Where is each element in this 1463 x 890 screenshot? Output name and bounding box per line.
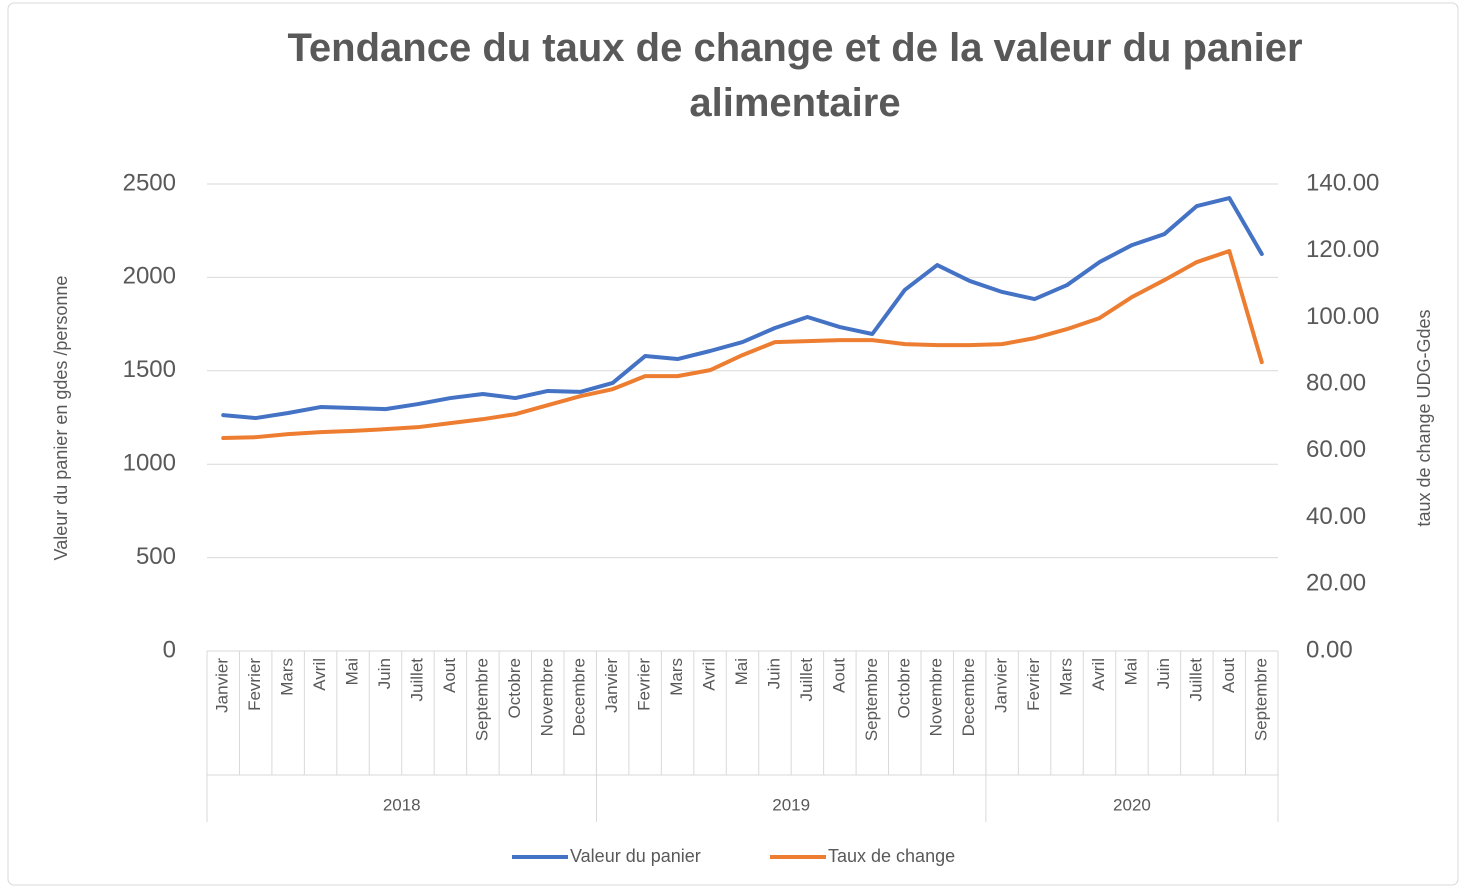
y2-axis-label: taux de change UDG-Gdes	[1414, 309, 1434, 526]
chart-border	[7, 2, 1459, 886]
x-tick-label: Mars	[667, 658, 686, 696]
x-tick-label: Mai	[732, 658, 751, 685]
x-tick-label: Juin	[375, 658, 394, 689]
x-tick-label: Aout	[1219, 658, 1238, 693]
x-tick-label: Avril	[700, 658, 719, 691]
group-label: 2018	[383, 795, 421, 814]
x-tick-label: Mars	[278, 658, 297, 696]
y2-tick-label: 140.00	[1306, 169, 1379, 196]
x-tick-label: Avril	[310, 658, 329, 691]
y2-tick-label: 80.00	[1306, 369, 1366, 396]
x-tick-label: Juin	[764, 658, 783, 689]
x-tick-label: Mai	[343, 658, 362, 685]
x-tick-label: Novembre	[537, 658, 556, 736]
x-tick-label: Juillet	[797, 658, 816, 702]
x-tick-label: Septembre	[472, 658, 491, 741]
y2-tick-label: 120.00	[1306, 236, 1379, 263]
y-tick-label: 0	[163, 636, 176, 663]
x-tick-label: Decembre	[959, 658, 978, 736]
y-tick-label: 1000	[123, 450, 176, 477]
chart-title: Tendance du taux de change et de la vale…	[287, 26, 1302, 125]
x-tick-label: Aout	[829, 658, 848, 693]
x-tick-label: Decembre	[570, 658, 589, 736]
x-tick-label: Janvier	[602, 658, 621, 713]
legend-label: Taux de change	[828, 846, 955, 866]
y2-tick-label: 100.00	[1306, 303, 1379, 330]
series-line	[221, 249, 1264, 441]
x-tick-label: Avril	[1089, 658, 1108, 691]
y-axis-label: Valeur du panier en gdes /personne	[51, 276, 71, 561]
x-tick-label: Septembre	[1251, 658, 1270, 741]
y2-tick-label: 20.00	[1306, 570, 1366, 597]
x-tick-label: Fevrier	[245, 658, 264, 711]
x-tick-label: Janvier	[213, 658, 232, 713]
x-tick-label: Janvier	[992, 658, 1011, 713]
x-tick-label: Novembre	[927, 658, 946, 736]
x-tick-label: Juin	[1154, 658, 1173, 689]
x-tick-label: Juillet	[1186, 658, 1205, 702]
x-tick-label: Mars	[1057, 658, 1076, 696]
y-tick-label: 2500	[123, 169, 176, 196]
y-tick-label: 2000	[123, 263, 176, 290]
x-tick-label: Septembre	[862, 658, 881, 741]
series-line	[221, 196, 1264, 421]
group-label: 2019	[772, 795, 810, 814]
y2-tick-label: 40.00	[1306, 503, 1366, 530]
x-tick-label: Aout	[440, 658, 459, 693]
x-tick-label: Juillet	[407, 658, 426, 702]
x-tick-label: Octobre	[894, 658, 913, 718]
x-tick-label: Fevrier	[1024, 658, 1043, 711]
legend-label: Valeur du panier	[570, 846, 701, 866]
x-tick-label: Fevrier	[635, 658, 654, 711]
y2-tick-label: 60.00	[1306, 436, 1366, 463]
y2-tick-label: 0.00	[1306, 636, 1353, 663]
y-tick-label: 1500	[123, 356, 176, 383]
x-tick-label: Octobre	[505, 658, 524, 718]
y-tick-label: 500	[136, 543, 176, 570]
x-tick-label: Mai	[1121, 658, 1140, 685]
group-label: 2020	[1113, 795, 1151, 814]
